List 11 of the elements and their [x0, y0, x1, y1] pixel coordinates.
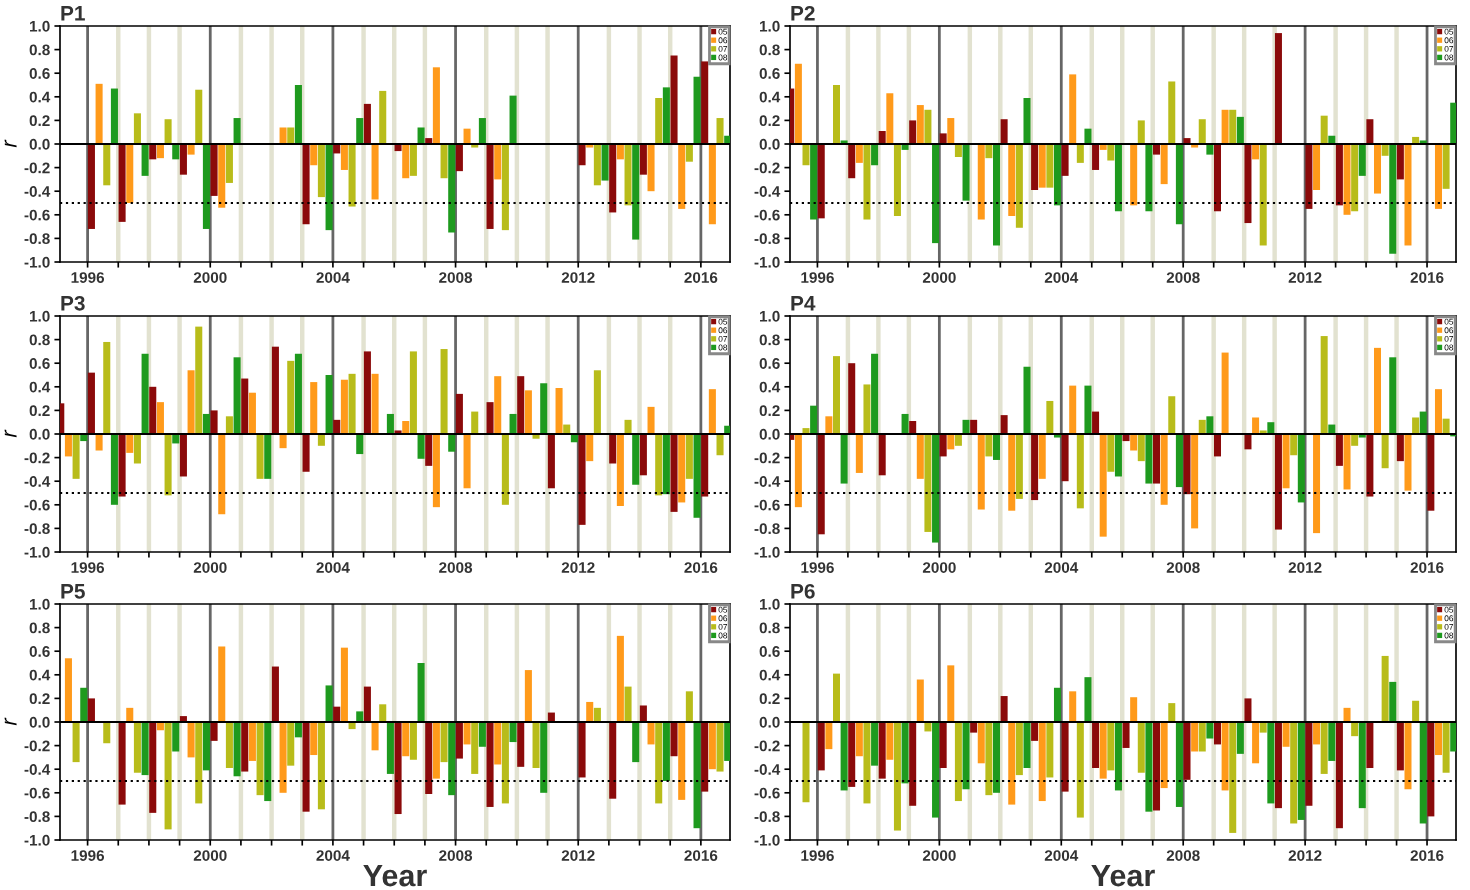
x-axis-title: Year	[363, 865, 427, 887]
y-axis-title: r	[4, 139, 17, 148]
chart-title: P4	[791, 296, 816, 311]
chart-title: P2	[791, 5, 815, 21]
y-axis-title: r	[4, 429, 17, 438]
chart-title: P6	[791, 583, 815, 599]
y-axis-title: r	[4, 717, 17, 726]
chart-title: P5	[61, 584, 85, 599]
x-axis-title: Year	[1091, 865, 1155, 887]
chart-title: P1	[61, 6, 85, 21]
chart-title: P3	[61, 295, 85, 311]
